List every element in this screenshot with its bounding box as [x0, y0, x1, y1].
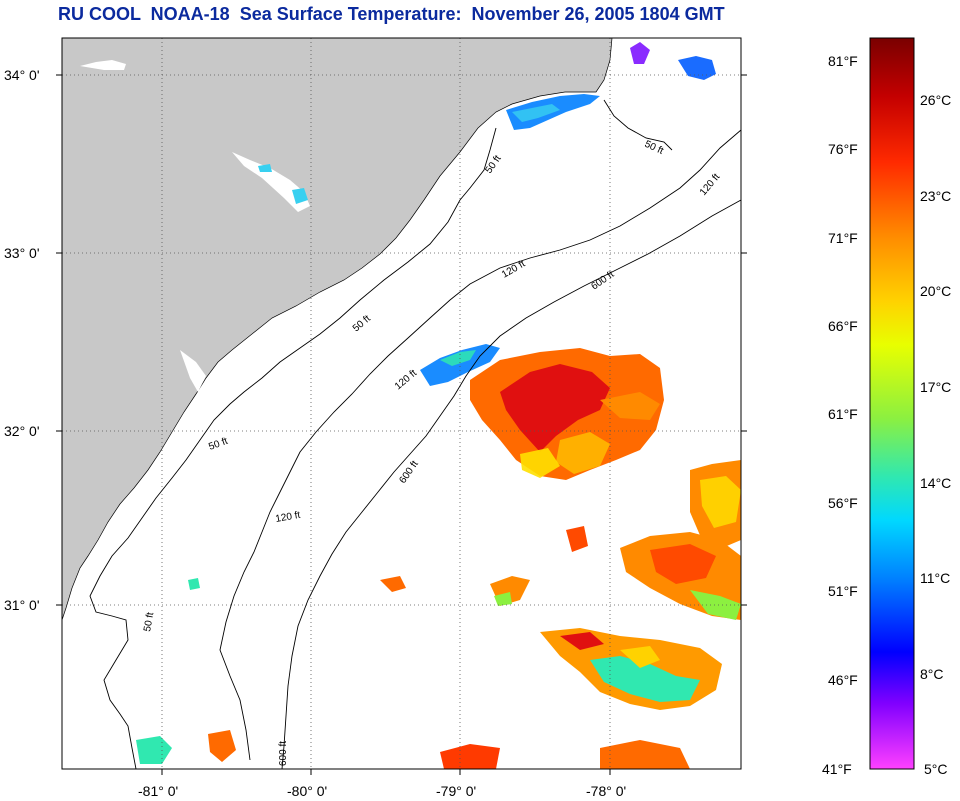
lon-label: -79° 0': [436, 783, 476, 799]
colorbar-f-label: 51°F: [828, 583, 858, 599]
contour-label: 120 ft: [275, 510, 302, 525]
sst-patch-southeast: [620, 532, 741, 620]
colorbar-f-label: 56°F: [828, 495, 858, 511]
colorbar-c-label: 17°C: [920, 379, 951, 395]
colorbar-f-label: 41°F: [822, 761, 852, 777]
colorbar-c-label: 14°C: [920, 475, 951, 491]
colorbar-f-label: 46°F: [828, 672, 858, 688]
contour-label: 50 ft: [483, 153, 503, 175]
colorbar-c-label: 8°C: [920, 666, 944, 682]
lon-label: -81° 0': [138, 783, 178, 799]
lon-label: -78° 0': [586, 783, 626, 799]
colorbar-f-label: 76°F: [828, 141, 858, 157]
lat-label: 33° 0': [4, 245, 40, 261]
land-area: [62, 38, 613, 621]
contour-label: 120 ft: [500, 258, 527, 280]
colorbar-c-label: 23°C: [920, 188, 951, 204]
lat-label: 32° 0': [4, 423, 40, 439]
colorbar-c-label: 26°C: [920, 92, 951, 108]
inland-water: [80, 620, 110, 700]
lat-label: 34° 0': [4, 67, 40, 83]
colorbar-f-label: 66°F: [828, 318, 858, 334]
axis-ticks: [56, 74, 747, 775]
sst-patch-warm-center: [470, 348, 664, 480]
sst-patch-northeast: [630, 42, 716, 80]
lon-label: -80° 0': [287, 783, 327, 799]
map-frame: [61, 37, 742, 770]
contour-label: 50 ft: [142, 611, 156, 632]
inland-water: [80, 60, 126, 70]
lat-label: 31° 0': [4, 597, 40, 613]
contour-label: 50 ft: [207, 436, 229, 453]
sst-patch-bottom: [136, 730, 690, 769]
colorbar-c-label: 11°C: [920, 570, 950, 586]
contour-label: 50 ft: [351, 313, 373, 334]
colorbar-f-label: 61°F: [828, 406, 858, 422]
colorbar-c-label: 20°C: [920, 283, 951, 299]
map-title: RU COOL NOAA-18 Sea Surface Temperature:…: [58, 4, 725, 24]
colorbar-fahrenheit-labels: 81°F 76°F 71°F 66°F 61°F 56°F 51°F 46°F …: [822, 53, 858, 777]
colorbar-f-label: 71°F: [828, 230, 858, 246]
sst-patch-south: [540, 628, 722, 710]
sst-patch-north: [506, 94, 600, 130]
sst-patch-scattered: [188, 164, 660, 606]
inland-water: [232, 152, 310, 212]
inland-water: [180, 350, 206, 392]
colorbar: [869, 37, 915, 770]
contour-label: 600 ft: [397, 459, 420, 486]
depth-contours: [89, 99, 741, 769]
colorbar-f-label: 81°F: [828, 53, 858, 69]
contour-label: 600 ft: [589, 269, 616, 292]
contour-label: 120 ft: [393, 368, 419, 393]
contour-label: 600 ft: [278, 741, 289, 766]
sst-patch-shelf-blue: [420, 344, 500, 386]
colorbar-c-label: 5°C: [924, 761, 948, 777]
colorbar-celsius-labels: 26°C 23°C 20°C 17°C 14°C 11°C 8°C 5°C: [920, 92, 951, 777]
sst-patch-east: [690, 460, 741, 548]
contour-label: 120 ft: [698, 172, 723, 198]
